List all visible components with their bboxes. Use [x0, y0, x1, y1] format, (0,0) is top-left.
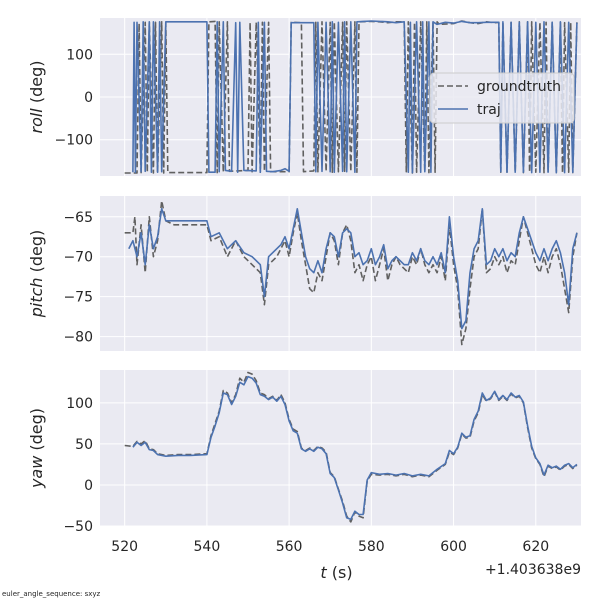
- yaw-x-tick-label-3: 580: [358, 539, 385, 555]
- pitch-y-tick-label-2: −75: [63, 290, 93, 306]
- roll-y-tick-label-0: 100: [66, 47, 93, 63]
- yaw-x-tick-label-1: 540: [194, 539, 221, 555]
- yaw-plot-area: [100, 370, 581, 526]
- pitch-series-groundtruth: [124, 200, 578, 346]
- yaw-panel: 100 50 0 −50 yaw (deg) 520 540 560 580 600 620 t (s…: [27, 370, 581, 582]
- pitch-plot-area: [100, 196, 581, 351]
- yaw-x-tick-label-2: 560: [276, 539, 303, 555]
- roll-y-axis-label: roll (deg): [27, 61, 46, 134]
- x-axis-label: t (s): [320, 563, 352, 582]
- roll-series-groundtruth: [124, 20, 578, 174]
- pitch-series-traj: [128, 208, 578, 330]
- yaw-x-tick-label-4: 600: [440, 539, 467, 555]
- yaw-x-tick-label-0: 520: [111, 539, 138, 555]
- yaw-y-tick-label-2: 0: [84, 478, 93, 494]
- roll-y-tick-label-1: 0: [84, 90, 93, 106]
- legend-label-traj: traj: [477, 102, 501, 118]
- pitch-y-axis-label: pitch (deg): [27, 230, 46, 319]
- yaw-y-tick-label-3: −50: [63, 519, 93, 535]
- yaw-y-tick-label-0: 100: [66, 396, 93, 412]
- yaw-y-axis-label: yaw (deg): [27, 408, 46, 489]
- pitch-y-tick-label-1: −70: [63, 250, 93, 266]
- pitch-panel: −65 −70 −75 −80 pitch (deg): [27, 196, 581, 351]
- yaw-series-groundtruth: [124, 371, 578, 523]
- yaw-y-tick-label-1: 50: [75, 437, 93, 453]
- legend: groundtruth traj: [429, 72, 575, 124]
- pitch-y-tick-label-3: −80: [63, 330, 93, 346]
- footnote: euler_angle_sequence: sxyz: [2, 590, 101, 598]
- yaw-series-traj: [132, 375, 578, 521]
- roll-y-tick-label-2: −100: [55, 133, 93, 149]
- roll-panel: 100 0 −100 roll (deg) groundtruth traj: [27, 18, 581, 176]
- x-offset-label: +1.403638e9: [485, 562, 581, 578]
- pitch-y-tick-label-0: −65: [63, 210, 93, 226]
- yaw-x-tick-label-5: 620: [522, 539, 549, 555]
- legend-label-groundtruth: groundtruth: [477, 79, 561, 95]
